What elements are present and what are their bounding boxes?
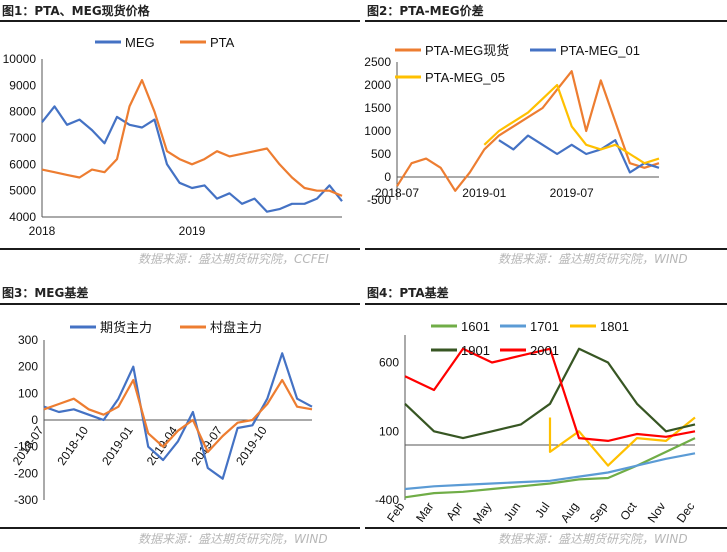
y-tick-label: 0 [384,170,391,184]
y-tick-label: 100 [18,386,38,400]
legend-label: 期货主力 [100,320,152,335]
y-tick-label: 4000 [9,210,36,224]
series-line-PTA-MEG现货 [396,70,660,192]
y-tick-label: -200 [14,466,38,480]
y-tick-label: 6000 [9,157,36,171]
panel-1-bottom-rule [0,248,360,250]
y-tick-label: 500 [371,147,391,161]
series-line-1801 [548,416,696,467]
x-tick-label: Nov [645,500,669,526]
y-tick-label: 1000 [364,124,391,138]
x-tick-label: Apr [443,500,465,523]
series-line-PTA-MEG_01 [498,134,660,174]
legend-label: PTA-MEG_05 [425,70,505,85]
legend-label: 1701 [530,319,559,334]
y-tick-label: 2500 [364,55,391,69]
legend-label: 2001 [530,343,559,358]
legend-label: 村盘主力 [210,320,262,335]
panel-3-source: 数据来源：盛达期货研究院，WIND [138,532,328,546]
x-tick-label: Aug [558,500,582,526]
x-tick-label: Sep [587,499,611,525]
y-tick-label: -300 [14,493,38,507]
chart-1-pta-meg-spot: 4000 5000 6000 7000 8000 9000 10000 2018 2019 MEG… [3,35,343,238]
series-line-PTA-MEG_05 [483,83,660,165]
panel-1-top-rule [0,20,360,22]
series-line-村盘主力 [43,378,313,454]
chart-2-pta-meg-spread: -500 0 500 1000 1500 2000 2500 2018-07 2019-01 20… [364,43,660,207]
panel-2-bottom-rule [365,248,727,250]
series-line-1601 [404,437,696,499]
x-tick-label: 2018-07 [375,186,419,200]
y-tick-label: 5000 [9,184,36,198]
panel-2-source: 数据来源：盛达期货研究院，WIND [498,252,688,266]
x-tick-label: 2019-10 [233,423,270,467]
x-tick-label: 2018-10 [54,423,91,467]
y-tick-label: 0 [31,413,38,427]
y-tick-label: -100 [14,440,38,454]
y-tick-label: 200 [18,360,38,374]
panel-4-title: 图4：PTA基差 [367,286,449,300]
x-tick-label: 2019-01 [462,186,506,200]
series-line-期货主力 [43,352,313,480]
y-tick-label: 2000 [364,78,391,92]
panel-4-source: 数据来源：盛达期货研究院，WIND [498,532,688,546]
y-tick-label: 10000 [3,52,37,66]
x-tick-label: Oct [617,499,640,523]
y-tick-label: 8000 [9,105,36,119]
y-tick-label: -400 [375,493,399,507]
legend-label: PTA-MEG_01 [560,43,640,58]
series-line-PTA [41,78,343,197]
legend-label: MEG [125,35,155,50]
legend-label: PTA-MEG现货 [425,43,509,58]
legend-label: PTA [210,35,235,50]
panel-2-title: 图2：PTA-MEG价差 [367,4,484,18]
y-tick-label: 600 [379,356,399,370]
panel-3-top-rule [0,303,360,305]
y-tick-label: 1500 [364,101,391,115]
series-line-1701 [404,452,696,491]
panel-3-bottom-rule [0,527,360,529]
panel-1-source: 数据来源：盛达期货研究院，CCFEI [138,252,329,266]
x-tick-label: 2019-07 [550,186,594,200]
y-tick-label: 100 [379,424,399,438]
x-tick-label: Jul [532,500,552,521]
x-tick-label: 2019-01 [99,423,136,467]
series-line-1901 [404,347,696,440]
x-tick-label: 2018 [29,224,56,238]
x-tick-label: May [470,500,494,527]
x-tick-label: Jun [501,500,524,524]
panel-3-title: 图3：MEG基差 [2,286,89,300]
series-line-MEG [41,105,343,213]
y-tick-label: 9000 [9,78,36,92]
panel-2-top-rule [365,20,727,22]
x-tick-label: Dec [674,500,698,526]
x-tick-label: Mar [413,500,436,525]
legend-label: 1601 [461,319,490,334]
panel-4-top-rule [365,303,727,305]
y-tick-label: 7000 [9,131,36,145]
series-line-2001 [404,347,696,442]
legend-label: 1901 [461,343,490,358]
y-tick-label: -500 [367,193,391,207]
panel-1-title: 图1：PTA、MEG现货价格 [2,4,150,18]
x-tick-label: 2019 [179,224,206,238]
y-tick-label: 300 [18,333,38,347]
panel-4-bottom-rule [365,527,727,529]
legend-label: 1801 [600,319,629,334]
